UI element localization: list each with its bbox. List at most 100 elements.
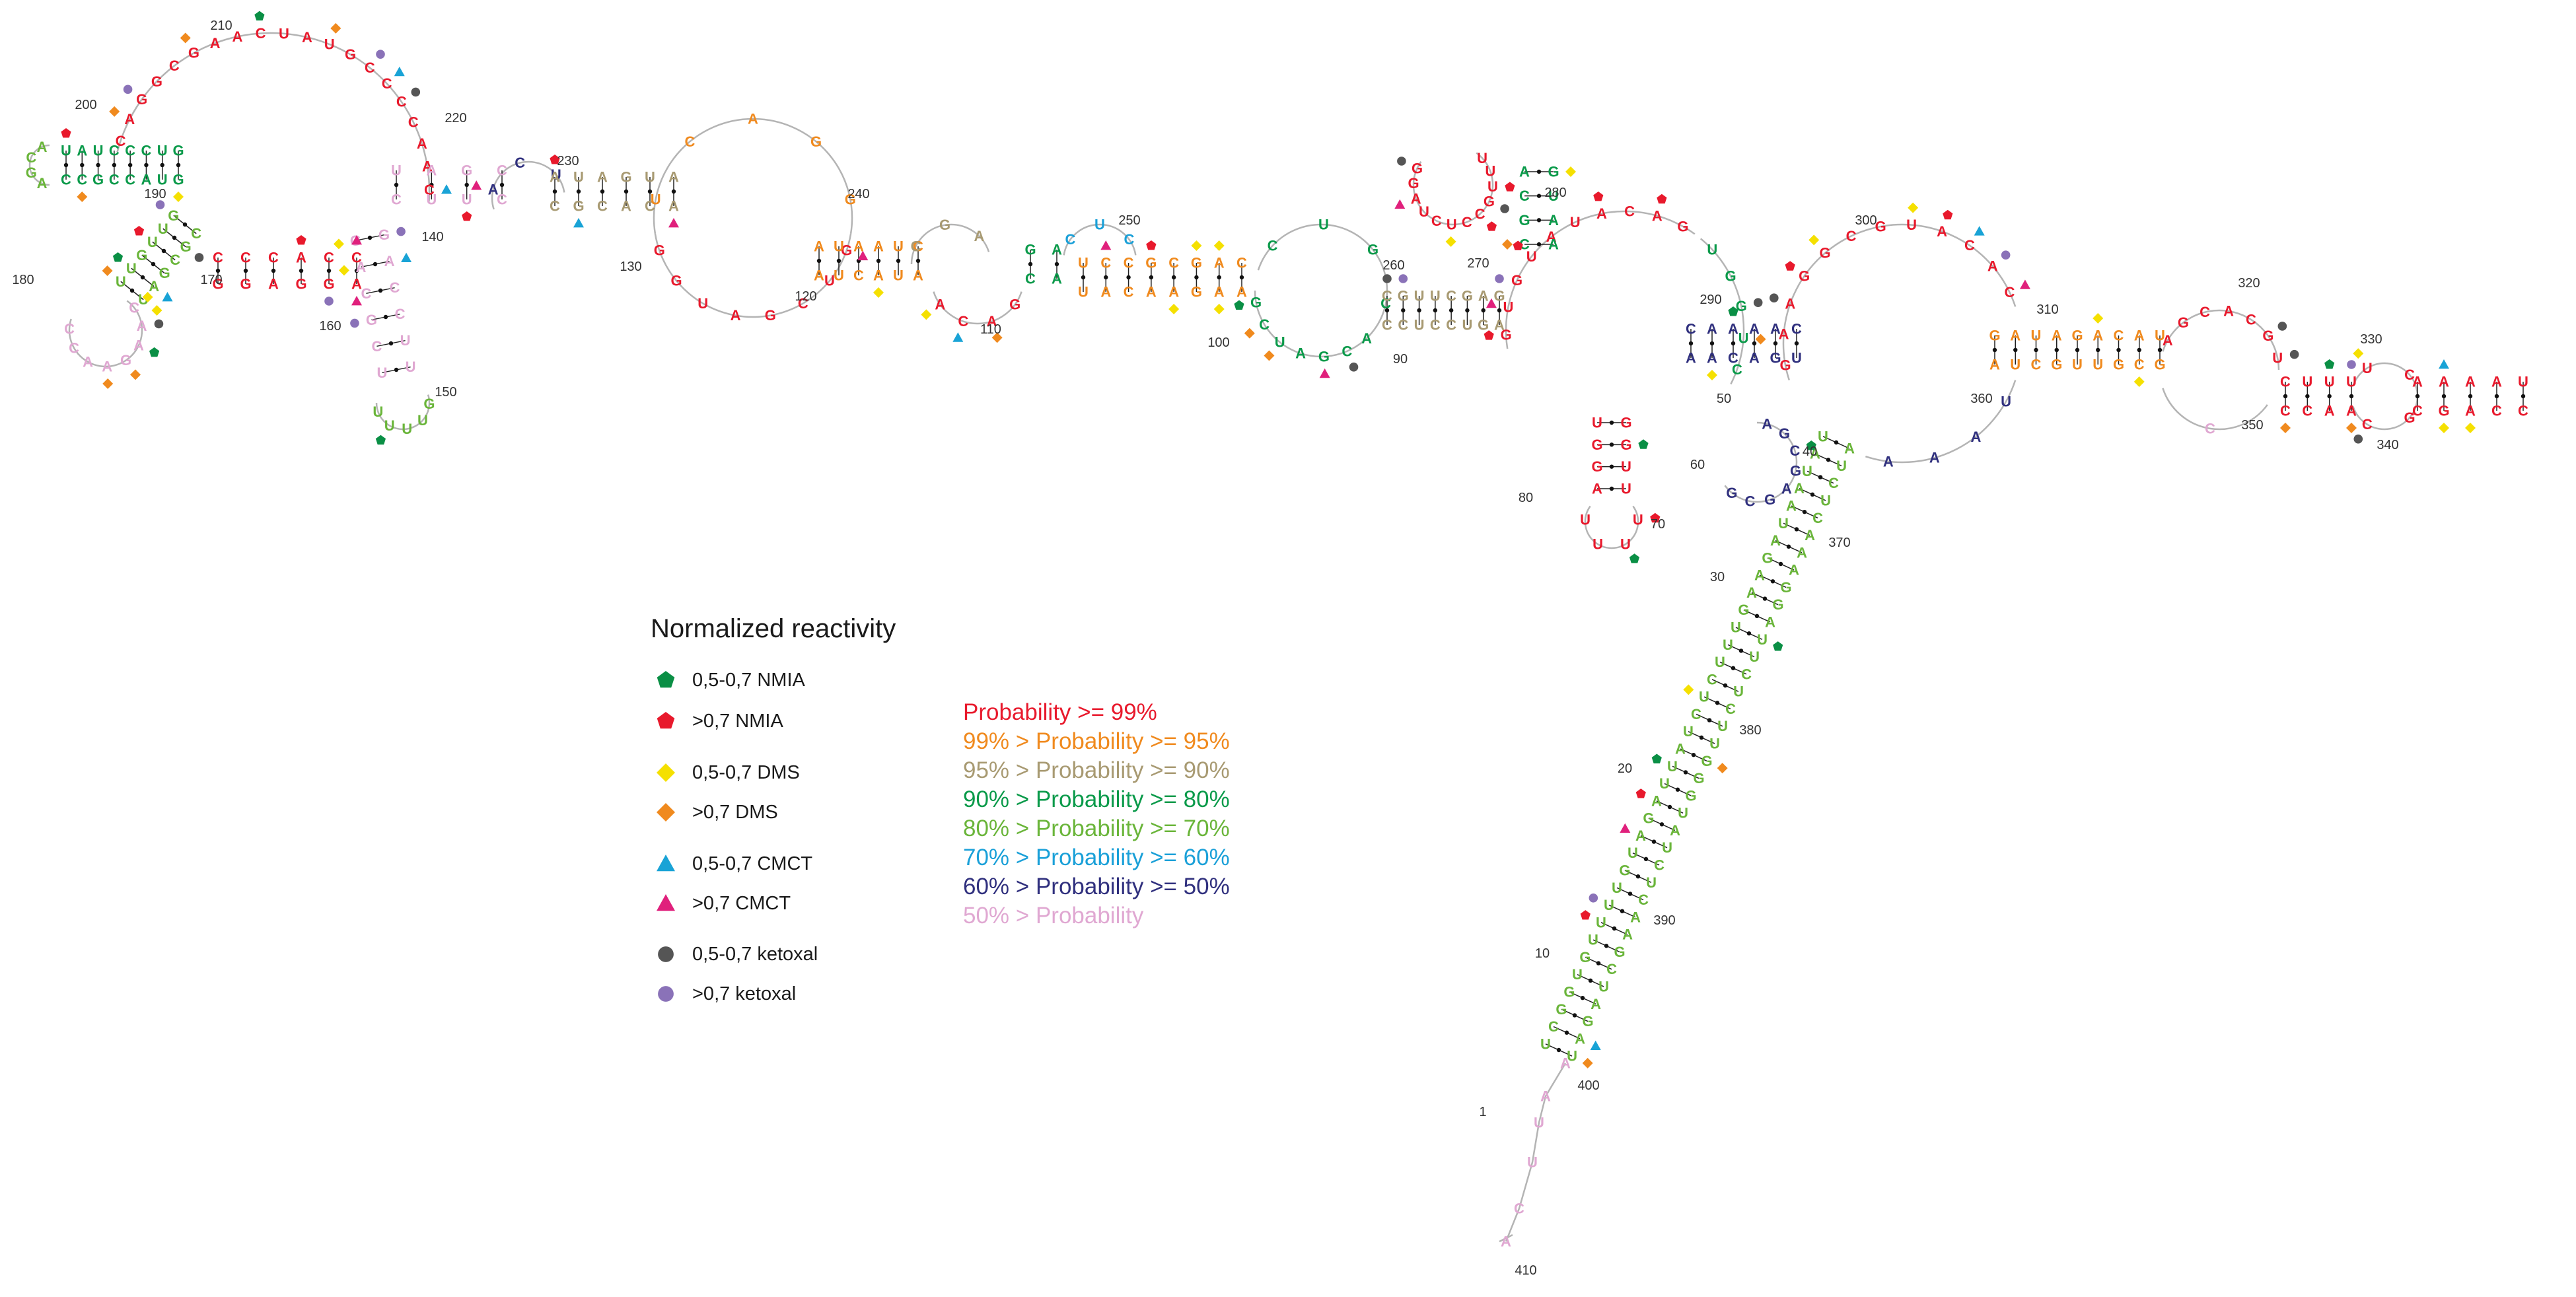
reactivity-marker (2353, 348, 2364, 359)
nucleotide: C (2114, 328, 2124, 344)
nucleotide: A (748, 111, 758, 127)
nucleotide: U (1592, 536, 1603, 553)
nucleotide: C (1846, 228, 1857, 244)
probability-legend-entry: 80% > Probability >= 70% (963, 816, 1230, 841)
reactivity-marker (657, 803, 675, 822)
nucleotide: G (1563, 984, 1575, 1000)
reactivity-marker (1773, 641, 1783, 651)
nucleotide: C (1654, 857, 1664, 873)
position-label: 10 (1535, 946, 1550, 961)
nucleotide: G (1024, 242, 1036, 258)
position-label: 290 (1699, 293, 1721, 307)
reactivity-marker (1635, 789, 1646, 798)
nucleotide: U (157, 172, 168, 188)
nucleotide: A (417, 135, 427, 152)
nucleotide: C (497, 192, 507, 208)
nucleotide: G (1779, 357, 1791, 373)
reactivity-marker (471, 180, 482, 190)
nucleotide: C (497, 162, 507, 179)
nucleotide: G (1009, 297, 1020, 313)
nucleotide: C (1430, 317, 1441, 333)
nucleotide: U (1462, 317, 1472, 333)
nucleotide: G (620, 169, 631, 186)
legend-label: 0,5-0,7 CMCT (692, 853, 813, 874)
legend-row: 0,5-0,7 ketoxal (654, 941, 818, 967)
nucleotide: G (841, 242, 852, 259)
nucleotide: A (268, 276, 279, 293)
nucleotide: G (1725, 267, 1736, 284)
position-label: 120 (795, 289, 816, 304)
reactivity-marker (173, 192, 184, 202)
nucleotide: C (361, 285, 371, 302)
nucleotide: A (1762, 415, 1772, 432)
triangle-icon (657, 894, 675, 911)
nucleotide: A (83, 353, 93, 370)
nucleotide: G (1701, 753, 1712, 769)
reactivity-marker (1486, 221, 1497, 231)
reactivity-marker (1785, 261, 1795, 271)
nucleotide: A (2346, 403, 2357, 419)
nucleotide: U (1791, 350, 1802, 367)
reactivity-marker (2001, 250, 2011, 260)
position-label: 360 (1970, 392, 1992, 406)
position-label: 370 (1828, 536, 1850, 550)
reactivity-marker (376, 50, 385, 59)
nucleotide: U (1906, 217, 1917, 233)
reactivity-marker (1394, 199, 1406, 209)
nucleotide: G (1693, 770, 1704, 787)
position-label: 300 (1855, 213, 1877, 228)
nucleotide: A (597, 169, 608, 186)
nucleotide: G (323, 276, 334, 293)
nucleotide: A (731, 307, 741, 324)
reactivity-marker (394, 66, 405, 77)
nucleotide: U (1707, 242, 1717, 258)
nucleotide: U (1548, 188, 1559, 204)
diamond-icon (657, 763, 675, 782)
nucleotide: A (1970, 429, 1981, 445)
reactivity-marker (1770, 293, 1779, 303)
reactivity-marker (1650, 512, 1661, 523)
nucleotide: A (1686, 350, 1696, 367)
nucleotide: C (684, 133, 695, 150)
nucleotide: A (355, 259, 366, 275)
nucleotide: U (1683, 723, 1694, 740)
nucleotide: U (1820, 492, 1831, 508)
nucleotide: A (2010, 328, 2021, 344)
reactivity-marker (338, 265, 349, 276)
reactivity-marker (2465, 423, 2476, 433)
probability-legend-entry: 99% > Probability >= 95% (963, 728, 1230, 754)
nucleotide: C (1431, 213, 1442, 229)
reactivity-marker (180, 32, 191, 44)
nucleotide: G (1726, 485, 1737, 501)
nucleotide: A (77, 143, 87, 159)
nucleotide: C (1519, 236, 1530, 253)
nucleotide: C (1124, 284, 1134, 300)
nucleotide: G (240, 276, 251, 293)
nucleotide: C (1382, 317, 1392, 333)
nucleotide: U (645, 169, 655, 186)
nucleotide: G (366, 312, 377, 328)
nucleotide: U (373, 403, 383, 420)
nucleotide: C (391, 192, 402, 208)
nucleotide: U (893, 238, 904, 255)
nucleotide: G (1548, 164, 1559, 180)
nucleotide: C (2412, 403, 2423, 419)
nucleotide: G (295, 276, 306, 293)
reactivity-marker (330, 22, 341, 34)
nucleotide: A (1728, 321, 1738, 337)
nucleotide: U (1598, 978, 1609, 995)
nucleotide: A (1844, 440, 1855, 457)
triangle-icon (657, 855, 675, 872)
nucleotide: A (668, 169, 679, 186)
nucleotide: U (1430, 288, 1441, 304)
reactivity-marker (351, 235, 362, 245)
nucleotide: A (2491, 374, 2502, 390)
reactivity-marker (657, 763, 675, 782)
nucleotide: U (2031, 328, 2042, 344)
nucleotide: U (1715, 654, 1725, 670)
nucleotide: U (61, 143, 71, 159)
reactivity-marker (1728, 306, 1738, 316)
position-label: 200 (75, 98, 96, 112)
nucleotide: G (120, 352, 131, 368)
nucleotide: G (423, 396, 435, 412)
